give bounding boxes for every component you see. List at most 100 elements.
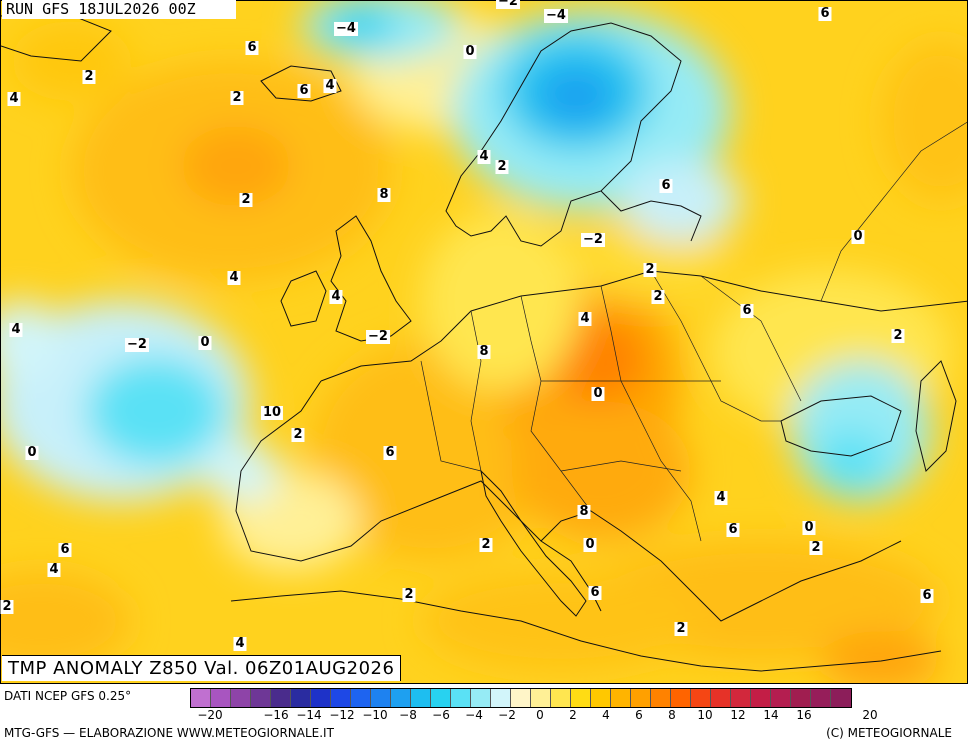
credit-label: MTG-GFS — ELABORAZIONE WWW.METEOGIORNALE… <box>4 726 334 740</box>
colorbar-swatch <box>531 689 551 707</box>
colorbar-swatch <box>591 689 611 707</box>
contour-label: 2 <box>495 159 509 174</box>
colorbar-swatch <box>811 689 831 707</box>
colorbar-tick-label: 20 <box>862 708 878 722</box>
colorbar-tick-label: −16 <box>263 708 289 722</box>
colorbar-tick-label: 8 <box>668 708 676 722</box>
colorbar-tick-label: 4 <box>602 708 610 722</box>
colorbar-swatch <box>271 689 291 707</box>
colorbar-tick-label: 10 <box>697 708 713 722</box>
panel-title: TMP ANOMALY Z850 Val. 06Z01AUG2026 <box>2 655 402 681</box>
data-source-label: DATI NCEP GFS 0.25° <box>4 689 132 703</box>
copyright-label: (C) METEOGIORNALE <box>826 726 952 740</box>
contour-label: −4 <box>334 21 358 36</box>
colorbar-swatch <box>331 689 351 707</box>
country-borders <box>420 121 967 542</box>
colorbar-swatch <box>731 689 751 707</box>
contour-label: 4 <box>7 91 21 106</box>
contour-label: 0 <box>591 386 605 401</box>
colorbar-tick-label: −10 <box>362 708 388 722</box>
colorbar-swatch <box>551 689 571 707</box>
contour-label: 6 <box>818 6 832 21</box>
contour-label: 2 <box>239 192 253 207</box>
colorbar-swatch <box>451 689 471 707</box>
contour-label: 2 <box>82 69 96 84</box>
contour-label: 6 <box>58 542 72 557</box>
colorbar-swatch <box>431 689 451 707</box>
map-canvas <box>1 1 967 683</box>
contour-label: 8 <box>477 344 491 359</box>
colorbar-swatch <box>491 689 511 707</box>
contour-label: 4 <box>329 289 343 304</box>
contour-label: 0 <box>198 335 212 350</box>
colorbar-tick-label: 2 <box>569 708 577 722</box>
contour-label: 0 <box>851 229 865 244</box>
run-title: RUN GFS 18JUL2026 00Z <box>2 0 236 19</box>
contour-label: 2 <box>891 328 905 343</box>
contour-label: 8 <box>577 504 591 519</box>
colorbar <box>190 688 852 708</box>
contour-label: 4 <box>47 562 61 577</box>
colorbar-swatch <box>791 689 811 707</box>
colorbar-swatch <box>291 689 311 707</box>
colorbar-tick-label: 12 <box>730 708 746 722</box>
colorbar-swatch <box>651 689 671 707</box>
contour-label: 4 <box>233 636 247 651</box>
colorbar-swatch <box>711 689 731 707</box>
colorbar-tick-label: −14 <box>296 708 322 722</box>
colorbar-ticks: −20 −16 −14 −12 −10 −8 −6 −4 −2 0 2 4 6 8 10 12 14 16 20 <box>190 708 968 722</box>
contour-label: 2 <box>651 289 665 304</box>
contour-label: 4 <box>227 270 241 285</box>
contour-label: 6 <box>740 303 754 318</box>
contour-label: 2 <box>674 621 688 636</box>
contour-label: 0 <box>463 44 477 59</box>
colorbar-swatch <box>311 689 331 707</box>
colorbar-swatch <box>411 689 431 707</box>
colorbar-tick-label: −4 <box>465 708 483 722</box>
contour-label: 2 <box>230 90 244 105</box>
contour-label: 6 <box>383 445 397 460</box>
contour-label: 2 <box>479 537 493 552</box>
contour-label: 2 <box>643 262 657 277</box>
colorbar-swatch <box>231 689 251 707</box>
contour-label: 4 <box>323 78 337 93</box>
colorbar-swatch <box>471 689 491 707</box>
contour-label: 0 <box>583 537 597 552</box>
colorbar-swatch <box>191 689 211 707</box>
colorbar-swatch <box>571 689 591 707</box>
colorbar-swatch <box>771 689 791 707</box>
contour-label: 2 <box>0 599 14 614</box>
colorbar-tick-label: −8 <box>399 708 417 722</box>
contour-label: 2 <box>291 427 305 442</box>
contour-label: −2 <box>125 337 149 352</box>
contour-label: 4 <box>714 490 728 505</box>
contour-label: 0 <box>802 520 816 535</box>
colorbar-tick-label: 16 <box>796 708 812 722</box>
contour-label: 6 <box>297 83 311 98</box>
colorbar-tick-label: −6 <box>432 708 450 722</box>
colorbar-swatch <box>751 689 771 707</box>
contour-label: −2 <box>496 0 520 9</box>
contour-label: 2 <box>402 587 416 602</box>
colorbar-tick-label: −12 <box>329 708 355 722</box>
contour-label: 4 <box>578 311 592 326</box>
contour-label: −2 <box>366 329 390 344</box>
colorbar-swatch <box>391 689 411 707</box>
colorbar-tick-label: 6 <box>635 708 643 722</box>
contour-label: 6 <box>245 40 259 55</box>
contour-label: 2 <box>809 540 823 555</box>
colorbar-tick-label: −20 <box>197 708 223 722</box>
colorbar-swatch <box>611 689 631 707</box>
colorbar-tick-label: −2 <box>498 708 516 722</box>
contour-label: 4 <box>477 149 491 164</box>
contour-label: 10 <box>260 405 284 420</box>
contour-label: 0 <box>25 445 39 460</box>
colorbar-swatch <box>671 689 691 707</box>
contour-label: 6 <box>588 585 602 600</box>
colorbar-swatch <box>251 689 271 707</box>
contour-label: −4 <box>544 8 568 23</box>
colorbar-swatch <box>631 689 651 707</box>
contour-label: 6 <box>920 588 934 603</box>
colorbar-swatch <box>691 689 711 707</box>
colorbar-tick-label: 14 <box>763 708 779 722</box>
